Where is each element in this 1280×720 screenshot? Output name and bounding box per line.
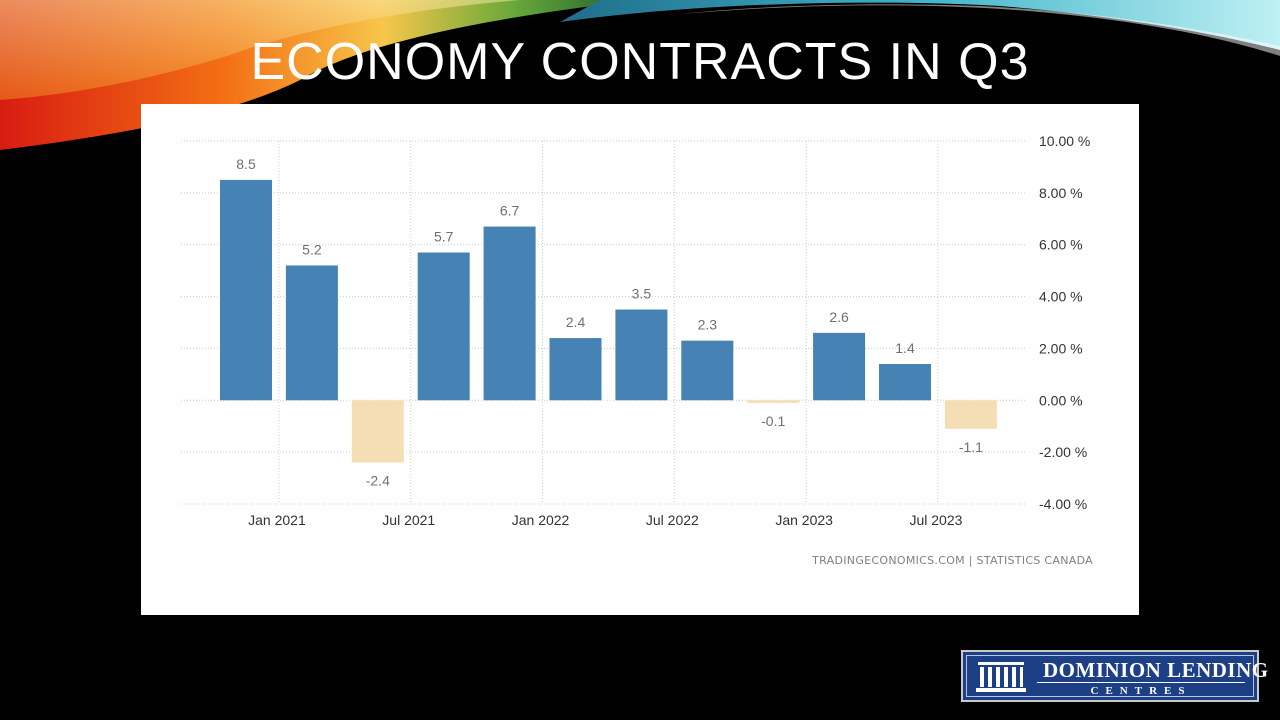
bar-data-label: 1.4 (895, 340, 915, 356)
y-tick-label: 2.00 % (1039, 340, 1083, 356)
y-tick-label: -2.00 % (1039, 444, 1087, 460)
y-tick-label: 10.00 % (1039, 133, 1090, 149)
bar-data-label: 6.7 (500, 203, 520, 219)
bar-data-label: 3.5 (632, 286, 652, 302)
bar-data-label: 2.4 (566, 314, 586, 330)
bar-data-label: 2.6 (829, 309, 849, 325)
bar-data-label: 2.3 (698, 317, 718, 333)
bar-data-label: 8.5 (236, 156, 256, 172)
y-tick-label: 8.00 % (1039, 185, 1083, 201)
logo-title: DOMINION LENDING (1043, 658, 1269, 682)
logo-frame (966, 655, 1254, 697)
bar (681, 340, 734, 401)
slide-title: ECONOMY CONTRACTS IN Q3 (250, 33, 1030, 91)
bar-data-label: 5.2 (302, 241, 322, 257)
bar (549, 338, 602, 401)
bar-data-label: -2.4 (366, 473, 390, 489)
bar-data-label: -0.1 (761, 413, 785, 429)
bar (351, 400, 404, 463)
gdp-growth-bar-chart: 10.00 % 8.00 % 6.00 % 4.00 % 2.00 % 0.00 % -2.… (181, 133, 1090, 528)
logo-rule (1037, 682, 1245, 683)
y-tick-label: -4.00 % (1039, 496, 1087, 512)
x-tick-label: Jul 2021 (382, 512, 435, 528)
bar (220, 179, 272, 401)
chart-source: TRADINGECONOMICS.COM | STATISTICS CANADA (812, 554, 1093, 567)
bar-data-label: 5.7 (434, 228, 454, 244)
x-tick-label: Jan 2021 (248, 512, 306, 528)
x-tick-label: Jul 2022 (646, 512, 699, 528)
bar (879, 363, 931, 401)
logo-subtitle: CENTRES (1090, 685, 1192, 697)
bar (944, 400, 997, 429)
bar-data-label: -1.1 (959, 439, 983, 455)
building-columns-icon (976, 662, 1026, 692)
x-tick-label: Jan 2022 (512, 512, 570, 528)
bar (483, 226, 536, 401)
bar (813, 332, 866, 401)
x-tick-label: Jan 2023 (775, 512, 833, 528)
y-tick-label: 0.00 % (1039, 392, 1083, 408)
bar (747, 400, 800, 403)
y-tick-label: 4.00 % (1039, 289, 1083, 305)
chart-card: 10.00 % 8.00 % 6.00 % 4.00 % 2.00 % 0.00 % -2.… (141, 104, 1139, 615)
dominion-lending-logo: DOMINION LENDING CENTRES (961, 650, 1268, 702)
bar (615, 309, 668, 401)
x-tick-label: Jul 2023 (909, 512, 962, 528)
y-tick-label: 6.00 % (1039, 237, 1083, 253)
bar (285, 265, 338, 401)
bar (417, 252, 470, 401)
